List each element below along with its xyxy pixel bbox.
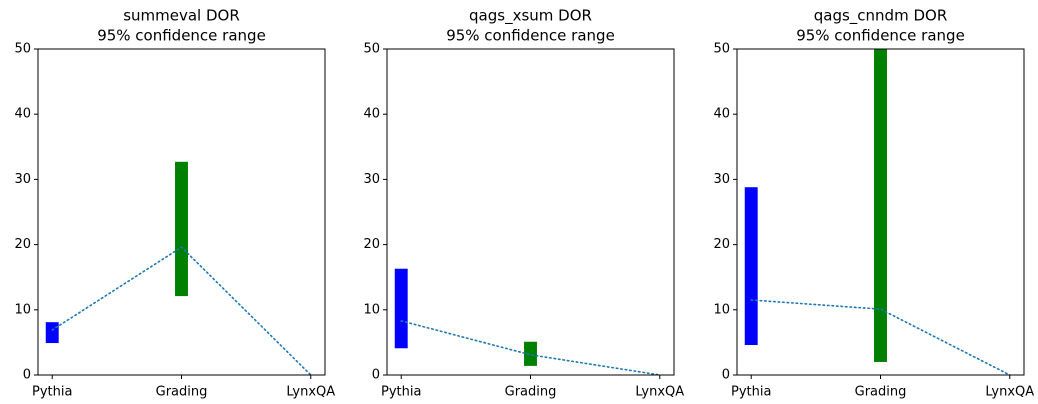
x-tick-label: Grading bbox=[505, 385, 557, 400]
y-tick-label: 0 bbox=[23, 368, 31, 383]
y-tick-label: 20 bbox=[713, 237, 730, 252]
x-tick-label: Pythia bbox=[381, 385, 421, 400]
y-tick-label: 20 bbox=[14, 237, 31, 252]
axes-frame bbox=[386, 48, 675, 376]
range-bar bbox=[524, 341, 537, 366]
y-tick-label: 40 bbox=[363, 107, 380, 122]
x-tick-label: Grading bbox=[156, 385, 208, 400]
estimate-line bbox=[750, 299, 1011, 375]
y-tick-label: 30 bbox=[713, 172, 730, 187]
y-tick-label: 50 bbox=[713, 42, 730, 57]
x-tick-label: Pythia bbox=[731, 385, 771, 400]
chart-title: 95% confidence range bbox=[97, 27, 266, 45]
plot-area bbox=[394, 268, 661, 375]
y-tick-label: 50 bbox=[14, 42, 31, 57]
subplot: summeval DOR 95% confidence range 0 10 20 30 4… bbox=[14, 7, 335, 400]
y-tick-label: 0 bbox=[722, 368, 730, 383]
y-tick-label: 50 bbox=[363, 42, 380, 57]
y-tick-label: 40 bbox=[713, 107, 730, 122]
range-bar bbox=[45, 322, 59, 344]
range-bar bbox=[874, 49, 887, 362]
axes-frame bbox=[736, 48, 1025, 376]
range-bar bbox=[175, 161, 188, 297]
chart-title: summeval DOR bbox=[123, 7, 240, 25]
chart-title: qags_cnndm DOR bbox=[814, 7, 948, 26]
axes-frame bbox=[37, 48, 326, 376]
range-bar bbox=[394, 268, 408, 349]
x-tick-label: LynxQA bbox=[985, 385, 1034, 400]
estimate-line bbox=[51, 246, 312, 375]
y-tick-label: 30 bbox=[363, 172, 380, 187]
y-tick-label: 20 bbox=[363, 237, 380, 252]
plot-area bbox=[744, 49, 1011, 375]
y-tick-label: 0 bbox=[372, 368, 380, 383]
x-tick-label: LynxQA bbox=[286, 385, 335, 400]
y-tick-label: 40 bbox=[14, 107, 31, 122]
x-tick-label: Pythia bbox=[32, 385, 72, 400]
plot-area bbox=[45, 161, 312, 375]
range-bar bbox=[744, 187, 758, 346]
y-tick-label: 30 bbox=[14, 172, 31, 187]
chart-title: 95% confidence range bbox=[446, 27, 615, 45]
chart-title: 95% confidence range bbox=[796, 27, 965, 45]
y-tick-label: 10 bbox=[363, 302, 380, 317]
y-tick-label: 10 bbox=[713, 302, 730, 317]
x-tick-label: Grading bbox=[855, 385, 907, 400]
chart-title: qags_xsum DOR bbox=[469, 7, 592, 26]
x-tick-label: LynxQA bbox=[635, 385, 684, 400]
y-tick-label: 10 bbox=[14, 302, 31, 317]
estimate-line bbox=[400, 320, 661, 375]
